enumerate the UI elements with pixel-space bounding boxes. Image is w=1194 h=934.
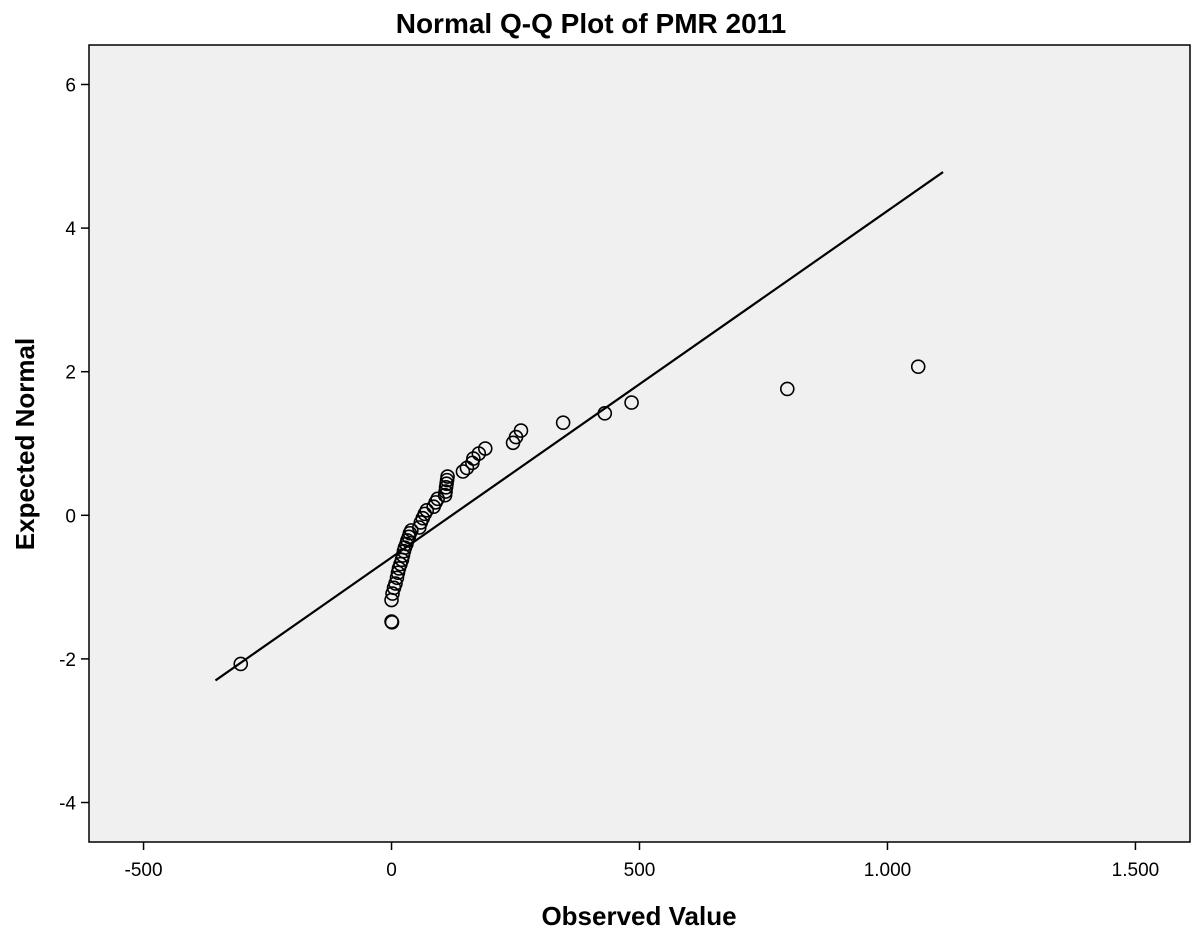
data-point [404,523,419,538]
data-point [597,406,613,421]
data-point [466,451,481,466]
plot-area [88,44,1191,843]
x-tick-label: -500 [125,860,163,881]
y-tick-label: 6 [65,75,76,96]
data-point [419,502,435,518]
x-axis-label: Observed Value [541,901,736,931]
data-point [385,586,400,601]
data-point [624,395,639,410]
x-tick-label: 0 [386,860,397,881]
x-tick-label: 1.000 [864,860,912,881]
y-tick-label: -4 [59,794,76,815]
data-point [455,464,471,479]
chart-title: Normal Q-Q Plot of PMR 2011 [396,8,787,39]
data-point [430,491,445,507]
data-point [389,570,405,586]
data-point [233,656,249,672]
data-point [779,381,795,397]
data-point [384,614,400,630]
data-point [388,576,403,591]
reference-line [214,171,944,682]
data-point [910,359,926,374]
data-point [555,415,571,430]
data-point [440,469,455,484]
data-point [438,484,453,499]
x-axis: -500 0 500 1.000 1.500 [125,842,1160,881]
y-tick-label: 2 [65,363,76,384]
y-axis-label: Expected Normal [10,338,40,550]
y-axis: -4 -2 0 2 4 6 [59,75,89,815]
data-points [233,359,926,672]
x-tick-label: 1.500 [1112,860,1160,881]
data-point [477,441,493,456]
x-tick-label: 500 [624,860,656,881]
data-point [513,423,529,438]
y-tick-label: 4 [65,219,76,240]
y-tick-label: -2 [59,650,76,671]
y-tick-label: 0 [65,506,76,527]
